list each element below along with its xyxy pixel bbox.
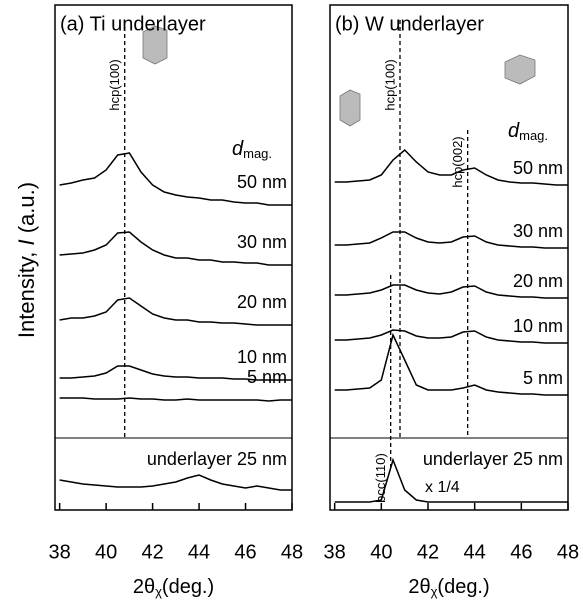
y-label-part: (a.u.) <box>14 182 39 239</box>
x-label-part: (deg.) <box>162 576 214 598</box>
reference-label: hcp(100) <box>107 59 122 110</box>
x-label-part: 2θ <box>133 576 155 598</box>
panel-title: (b) W underlayer <box>335 13 484 35</box>
curve <box>334 284 568 299</box>
curve <box>59 397 292 402</box>
curve-label: 20 nm <box>237 292 287 312</box>
crystal-icon <box>142 25 168 65</box>
curve-label: 50 nm <box>513 158 563 178</box>
crystal-icon <box>339 89 361 127</box>
x-tick-label: 38 <box>324 541 346 563</box>
curve <box>334 457 568 503</box>
x-tick-label: 44 <box>188 541 210 563</box>
x-tick-label: 48 <box>557 541 579 563</box>
x-label-part: χ <box>431 584 438 599</box>
x-tick-label: 40 <box>370 541 392 563</box>
curve-label: 5 nm <box>523 368 563 388</box>
reference-label: bcc(110) <box>373 453 388 503</box>
legend-title: dmag. <box>232 138 272 161</box>
curve <box>59 152 292 206</box>
x-label-part: 2θ <box>408 576 430 598</box>
x-tick-label: 44 <box>464 541 486 563</box>
curve <box>334 231 568 249</box>
curve-label: 5 nm <box>247 367 287 387</box>
legend-title: dmag. <box>508 120 548 143</box>
crystal-icons <box>142 25 536 127</box>
x-tick-label: 40 <box>95 541 117 563</box>
y-label-part: I <box>14 239 39 245</box>
reference-label: hcp(002) <box>450 136 465 187</box>
curve-label: 50 nm <box>237 172 287 192</box>
curve-label: underlayer 25 nm <box>147 449 287 469</box>
curve <box>59 365 292 381</box>
y-label-part: Intensity, <box>14 246 39 339</box>
panel-frame <box>54 4 293 511</box>
x-axis-label: 2θχ(deg.) <box>408 576 489 599</box>
legend-title-part: mag. <box>519 128 548 143</box>
curve-label: 30 nm <box>513 221 563 241</box>
annotation: x 1/4 <box>425 479 460 496</box>
curve <box>59 231 292 266</box>
x-axis-label: 2θχ(deg.) <box>133 576 214 599</box>
panel-title: (a) Ti underlayer <box>60 13 206 35</box>
x-tick-label: 42 <box>417 541 439 563</box>
panel-frame <box>329 4 569 511</box>
x-label-part: (deg.) <box>437 576 489 598</box>
x-tick-label: 46 <box>234 541 256 563</box>
curve <box>334 332 568 396</box>
x-label-part: χ <box>155 584 162 599</box>
x-tick-label: 42 <box>141 541 163 563</box>
curve <box>59 297 292 326</box>
curve <box>334 148 568 186</box>
x-tick-label: 48 <box>281 541 303 563</box>
x-tick-label: 46 <box>510 541 532 563</box>
curve <box>334 329 568 344</box>
curve-label: 20 nm <box>513 271 563 291</box>
y-axis-label: Intensity, I (a.u.) <box>14 182 39 338</box>
crystal-icon <box>504 54 536 85</box>
curve-label: underlayer 25 nm <box>423 449 563 469</box>
legend-title-part: d <box>508 120 520 142</box>
curve-label: 10 nm <box>513 316 563 336</box>
x-tick-label: 38 <box>49 541 71 563</box>
legend-title-part: mag. <box>243 146 272 161</box>
legend-title-part: d <box>232 138 244 160</box>
curve-label: 30 nm <box>237 232 287 252</box>
curve <box>59 474 292 491</box>
reference-label: hcp(100) <box>382 59 397 110</box>
curve-label: 10 nm <box>237 347 287 367</box>
